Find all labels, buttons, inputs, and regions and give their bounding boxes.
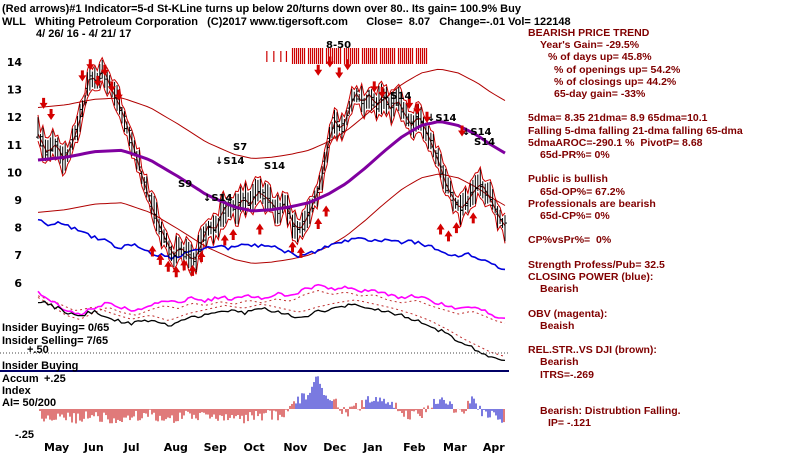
svg-text:11: 11 (7, 139, 22, 152)
svg-text:S7: S7 (233, 142, 247, 153)
svg-text:12: 12 (7, 111, 22, 124)
svg-text:↓S14: ↓S14 (203, 193, 233, 204)
svg-text:Nov: Nov (283, 441, 308, 454)
panel-line (528, 393, 799, 405)
scale-minus25-label: -.25 (15, 429, 34, 441)
svg-text:Sep: Sep (204, 441, 227, 454)
svg-text:13: 13 (7, 84, 22, 97)
svg-text:8: 8 (14, 222, 22, 235)
scale-plus50-label: +.50 (27, 344, 49, 356)
date-range: 4/ 26/ 16 - 4/ 21/ 17 (36, 28, 132, 40)
panel-line: Public is bullish (528, 173, 608, 186)
panel-line: Bearish (540, 356, 579, 369)
panel-line: Beaish (540, 319, 575, 332)
svg-text:6: 6 (14, 277, 22, 290)
svg-text:S9: S9 (178, 179, 192, 190)
panel-line: CP%vsPr%= 0% (528, 234, 612, 247)
svg-text:Feb: Feb (403, 441, 426, 454)
title-bar-line: WLL Whiting Petroleum Corporation (C)201… (2, 16, 571, 28)
panel-line: % of openings up= 54.2% (554, 63, 681, 76)
svg-text:9: 9 (14, 194, 22, 207)
panel-line: IP= -.121 (548, 417, 591, 430)
svg-text:↓S14: ↓S14 (427, 113, 457, 124)
panel-line: 65d-OP%= 67.2% (540, 185, 625, 198)
accum-title-line3: Index (2, 385, 31, 397)
svg-text:Oct: Oct (244, 441, 265, 454)
svg-text:10: 10 (7, 166, 23, 179)
indicator-header-line: (Red arrows)#1 Indicator=5-d St-KLine tu… (2, 3, 521, 15)
panel-line: Strength Profess/Pub= 32.5 (528, 258, 665, 271)
svg-text:14: 14 (7, 56, 23, 69)
scale-plus25-label: +.25 (44, 373, 66, 385)
chart-labels: 14 13 12 11 10 9 8 7 6 May Jun Jul Aug Sep Oct Nov Dec Ja… (7, 40, 506, 454)
svg-text:S14: S14 (474, 137, 495, 148)
svg-text:Dec: Dec (323, 441, 346, 454)
candlesticks (36, 59, 507, 274)
panel-line (528, 247, 799, 259)
svg-text:↓S14: ↓S14 (462, 127, 492, 138)
panel-line: Bearish (540, 283, 579, 296)
panel-line (528, 100, 799, 112)
panel-line: 65d-CP%= 0% (540, 210, 610, 223)
indicator-lines (0, 218, 509, 372)
panel-line: 5dmaAROC=-290.1 % PivotP= 8.68 (528, 136, 703, 149)
panel-line: 65-day gain= -33% (554, 88, 646, 101)
svg-text:8-50: 8-50 (326, 40, 351, 51)
signal-arrows (39, 56, 478, 278)
panel-line (528, 295, 799, 307)
accum-title-line1: Insider Buying (2, 360, 79, 372)
svg-text:Jul: Jul (123, 441, 140, 454)
svg-text:Aug: Aug (164, 441, 188, 454)
panel-line: Falling 5-dma falling 21-dma falling 65-… (528, 124, 743, 137)
panel-line: 65d-PR%= 0% (540, 149, 610, 162)
svg-text:↓S14: ↓S14 (382, 91, 412, 102)
svg-text:Apr: Apr (483, 441, 505, 454)
panel-line: OBV (magenta): (528, 307, 608, 320)
svg-text:May: May (44, 441, 69, 454)
panel-line (528, 222, 799, 234)
panel-line: BEARISH PRICE TREND (528, 27, 650, 39)
svg-text:7: 7 (14, 249, 22, 262)
panel-line: Year's Gain= -29.5% (540, 39, 640, 52)
accum-histogram (39, 376, 505, 424)
panel-line: CLOSING POWER (blue): (528, 271, 654, 283)
panel-line: Bearish: Distrubtion Falling. (540, 405, 681, 418)
panel-line (528, 381, 799, 393)
svg-text:Jan: Jan (362, 441, 382, 454)
panel-line: REL.STR..VS DJI (brown): (528, 344, 657, 357)
top-tick-band (266, 48, 428, 64)
svg-text:Jun: Jun (83, 441, 104, 454)
panel-line: Professionals are bearish (528, 197, 656, 210)
svg-text:S14: S14 (264, 161, 285, 172)
panel-line (528, 161, 799, 173)
panel-line (528, 332, 799, 344)
insider-buying-stat: Insider Buying= 0/65 (2, 322, 110, 334)
panel-line: % of days up= 45.8% (548, 51, 652, 64)
svg-text:↓S14: ↓S14 (215, 156, 245, 167)
panel-line: 5dma= 8.35 21dma= 8.9 65dma=10.1 (528, 112, 708, 125)
panel-line: ITRS=-.269 (540, 368, 594, 381)
accum-title-line2: Accum (2, 373, 39, 385)
panel-line: % of closings up= 44.2% (554, 75, 677, 88)
svg-text:Mar: Mar (443, 441, 467, 454)
ai-ratio-label: AI= 50/200 (2, 397, 57, 409)
analysis-panel: BEARISH PRICE TREND Year's Gain= -29.5% … (528, 27, 799, 430)
insider-selling-stat: Insider Selling= 7/65 (2, 335, 109, 347)
